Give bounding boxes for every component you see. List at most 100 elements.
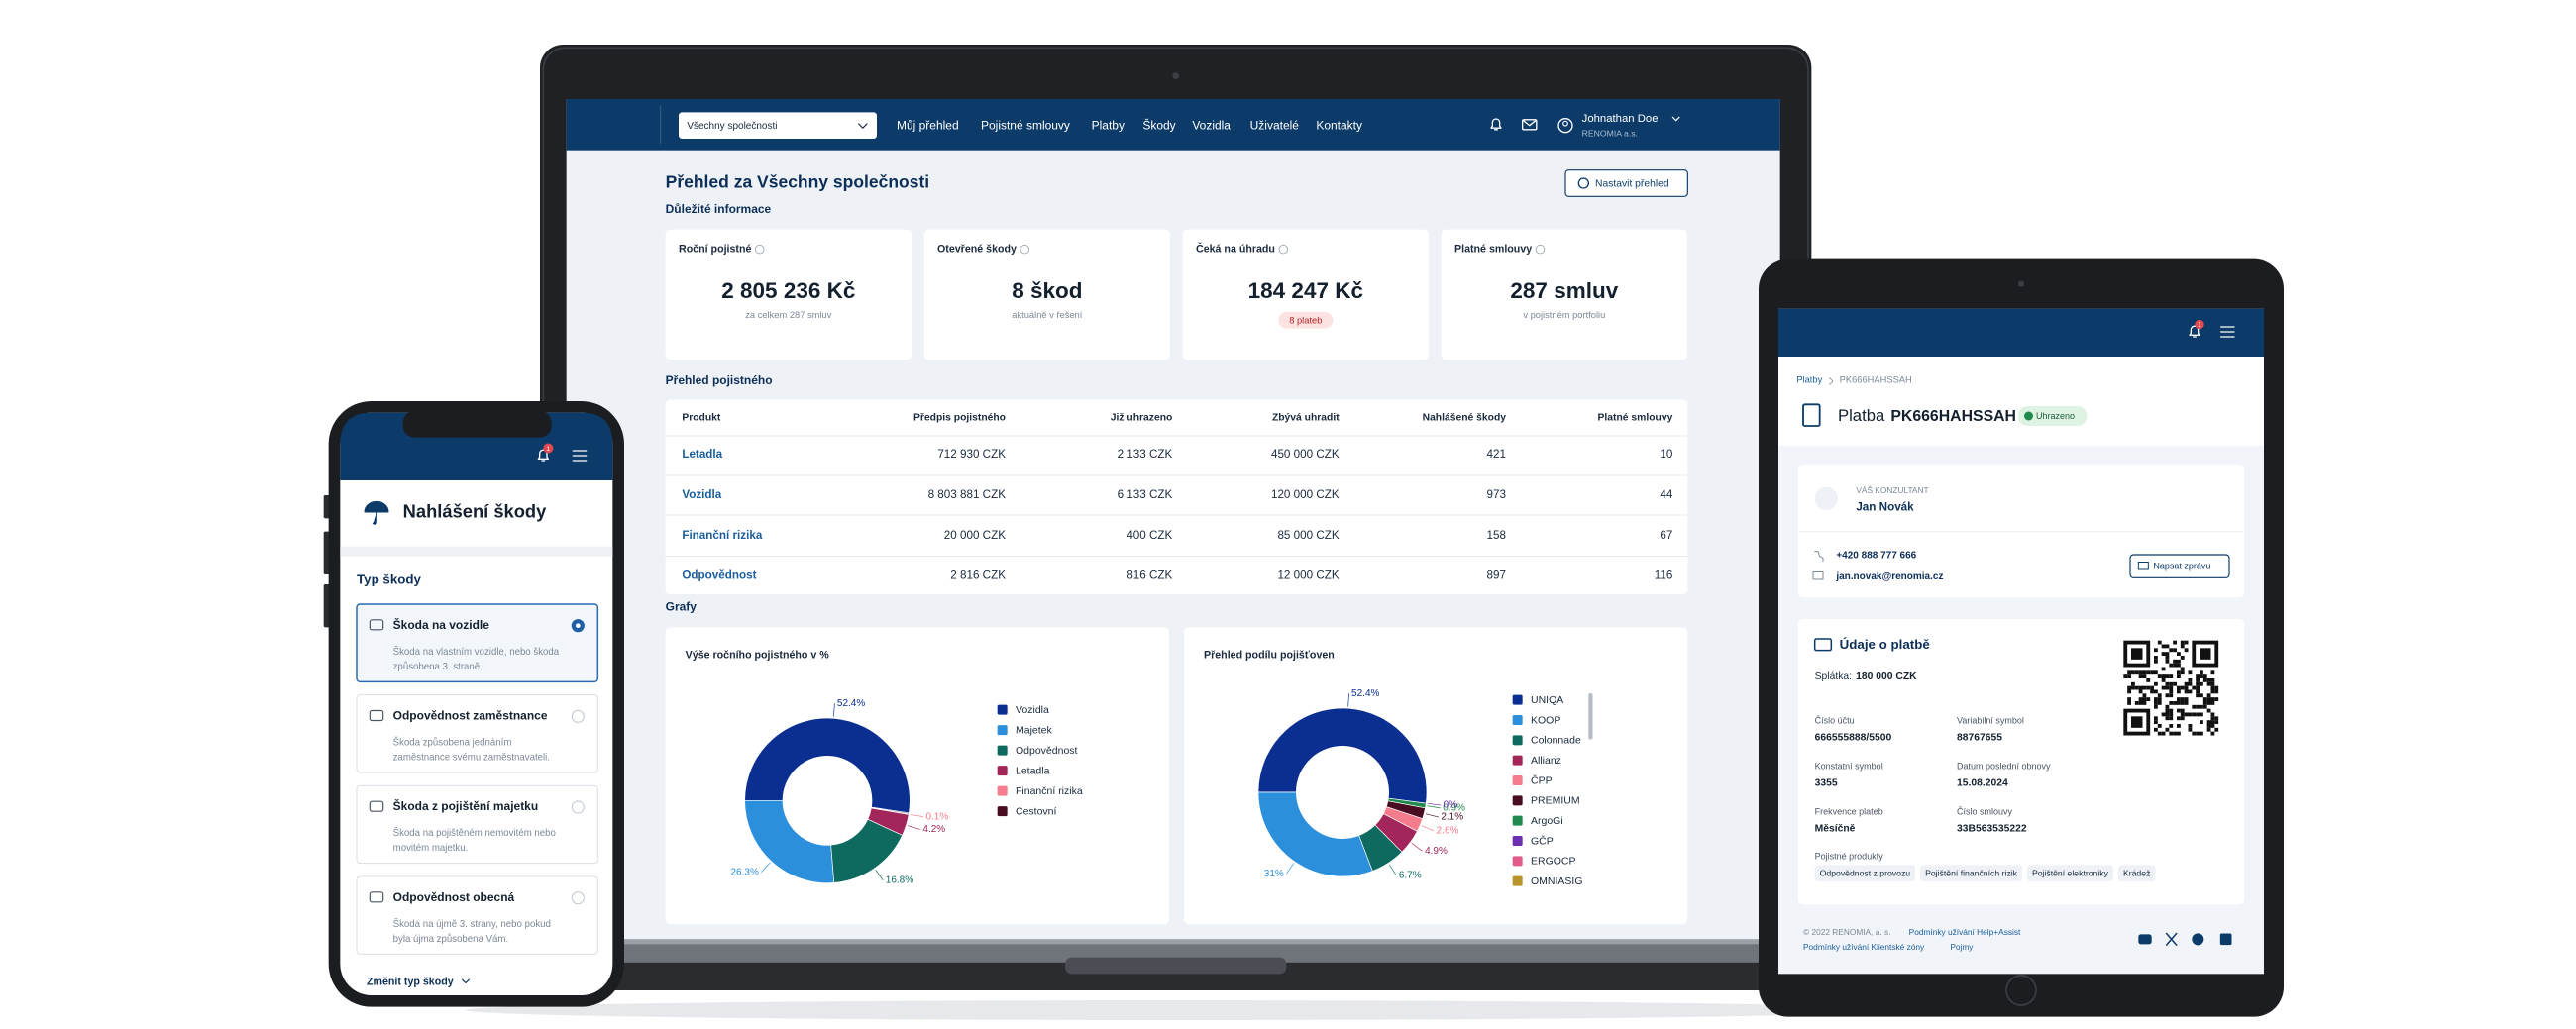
label-leader — [1425, 813, 1439, 818]
table-header: Zbývá uhradit — [1272, 412, 1340, 423]
nav-item[interactable]: Vozidla — [1192, 119, 1231, 133]
qr-module — [2154, 648, 2158, 653]
user-head — [1562, 120, 1568, 127]
product-link[interactable]: Finanční rizika — [682, 529, 762, 542]
legend-swatch — [997, 725, 1008, 736]
option-description: způsobena 3. straně. — [393, 662, 483, 672]
user-name: Johnathan Doe — [1582, 113, 1659, 125]
table-cell: 2 133 CZK — [1118, 448, 1173, 461]
kpi-note: za celkem 287 smluv — [745, 310, 831, 320]
nav-item[interactable]: Můj přehled — [897, 119, 959, 133]
legend-swatch — [997, 704, 1008, 715]
youtube-icon[interactable] — [2138, 934, 2152, 945]
tablet-title-area — [1778, 357, 2264, 446]
notification-badge — [2195, 319, 2204, 330]
installment-label: Splátka: — [1815, 671, 1852, 682]
field-value: 33B563535222 — [1957, 823, 2027, 834]
qr-module — [2173, 640, 2177, 645]
table-cell: 10 — [1660, 448, 1672, 461]
footer-link[interactable]: Podmínky užívání Klientské zóny — [1803, 942, 1925, 952]
footer-link[interactable]: Podmínky užívání Help+Assist — [1909, 927, 2021, 937]
field-value: 15.08.2024 — [1957, 778, 2008, 789]
qr-module — [2138, 689, 2143, 694]
qr-module — [2177, 716, 2181, 721]
consultant-phone: +420 888 777 666 — [1836, 550, 1916, 561]
product-link[interactable]: Odpovědnost — [682, 569, 756, 582]
product-link[interactable]: Letadla — [682, 448, 722, 461]
umbrella-icon — [364, 500, 389, 525]
qr-module — [2146, 670, 2151, 675]
value-label: 2.1% — [1441, 812, 1463, 823]
breadcrumb-link[interactable]: Platby — [1796, 375, 1822, 385]
qr-module — [2157, 674, 2162, 678]
label-leader — [910, 814, 924, 817]
nav-item[interactable]: Škody — [1142, 118, 1175, 133]
field-label: Číslo účtu — [1815, 716, 1855, 726]
qr-module — [2196, 704, 2200, 709]
option-card[interactable] — [356, 694, 598, 773]
user-icon — [1557, 118, 1573, 134]
product-link[interactable]: Vozidla — [682, 488, 721, 501]
legend-label: Majetek — [1016, 724, 1053, 736]
qr-module — [2154, 697, 2158, 701]
footer-link[interactable]: Pojmy — [1950, 942, 1974, 952]
option-card[interactable] — [356, 875, 598, 955]
label-leader — [833, 703, 835, 717]
qr-module — [2169, 648, 2174, 653]
linkedin-icon[interactable] — [2219, 933, 2232, 946]
option-card[interactable] — [356, 603, 599, 683]
legend-swatch — [997, 785, 1008, 796]
field-label: Variabilní symbol — [1957, 716, 2024, 726]
option-icon — [369, 619, 384, 631]
nav-item[interactable]: Platby — [1092, 119, 1125, 133]
qr-module — [2196, 712, 2200, 717]
installment-value: 180 000 CZK — [1856, 671, 1917, 682]
qr-module — [2210, 697, 2215, 701]
qr-module — [2161, 652, 2166, 656]
table-cell: 450 000 CZK — [1271, 448, 1340, 461]
nav-item[interactable]: Uživatelé — [1250, 119, 1300, 133]
message-button[interactable] — [2129, 554, 2230, 578]
qr-module — [2157, 731, 2162, 736]
facebook-icon[interactable] — [2192, 933, 2204, 946]
option-card[interactable] — [356, 784, 598, 865]
qr-module — [2196, 681, 2200, 686]
qr-module — [2192, 704, 2197, 709]
company-select[interactable] — [679, 112, 877, 139]
nav-item[interactable]: Pojistné smlouvy — [981, 119, 1070, 133]
kpi-card — [1441, 229, 1687, 360]
qr-module — [2210, 685, 2215, 690]
qr-module — [2210, 712, 2215, 717]
qr-module — [2202, 704, 2207, 709]
qr-module — [2188, 678, 2193, 682]
x-icon — [2165, 932, 2178, 946]
qr-module — [2177, 674, 2181, 678]
donut-segment — [744, 799, 835, 883]
breadcrumb-sep — [1829, 377, 1834, 385]
legend-swatch — [997, 766, 1008, 776]
qr-module — [2180, 712, 2185, 717]
table-cell: 712 930 CZK — [937, 448, 1006, 461]
qr-module — [2154, 659, 2158, 664]
legend-swatch — [1512, 715, 1523, 725]
option-title: Odpovědnost zaměstnance — [393, 709, 548, 723]
nav-item[interactable]: Kontakty — [1316, 119, 1362, 133]
qr-finder-core — [2131, 648, 2143, 660]
qr-module — [2154, 727, 2158, 732]
change-link[interactable]: Změnit typ škody — [367, 976, 454, 987]
mail-icon[interactable] — [1521, 119, 1538, 131]
settings-button[interactable] — [1564, 169, 1688, 197]
qr-module — [2177, 708, 2181, 713]
qr-module — [2184, 681, 2189, 686]
table-cell: 85 000 CZK — [1277, 529, 1339, 542]
qr-module — [2165, 712, 2170, 717]
tablet-home — [2005, 975, 2037, 1006]
legend-swatch — [1512, 815, 1523, 826]
legend-label: UNIQA — [1531, 694, 1563, 706]
user-company: RENOMIA a.s. — [1582, 128, 1638, 138]
field-label: Konstatní symbol — [1815, 762, 1883, 772]
qr-module — [2173, 659, 2177, 664]
value-label: 31% — [1264, 869, 1284, 879]
qr-finder-core — [2200, 648, 2211, 660]
qr-module — [2142, 670, 2147, 675]
